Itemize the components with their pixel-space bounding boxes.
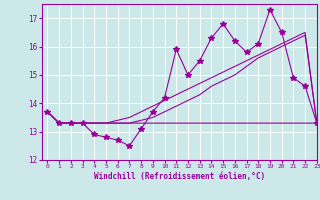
X-axis label: Windchill (Refroidissement éolien,°C): Windchill (Refroidissement éolien,°C) <box>94 172 265 181</box>
